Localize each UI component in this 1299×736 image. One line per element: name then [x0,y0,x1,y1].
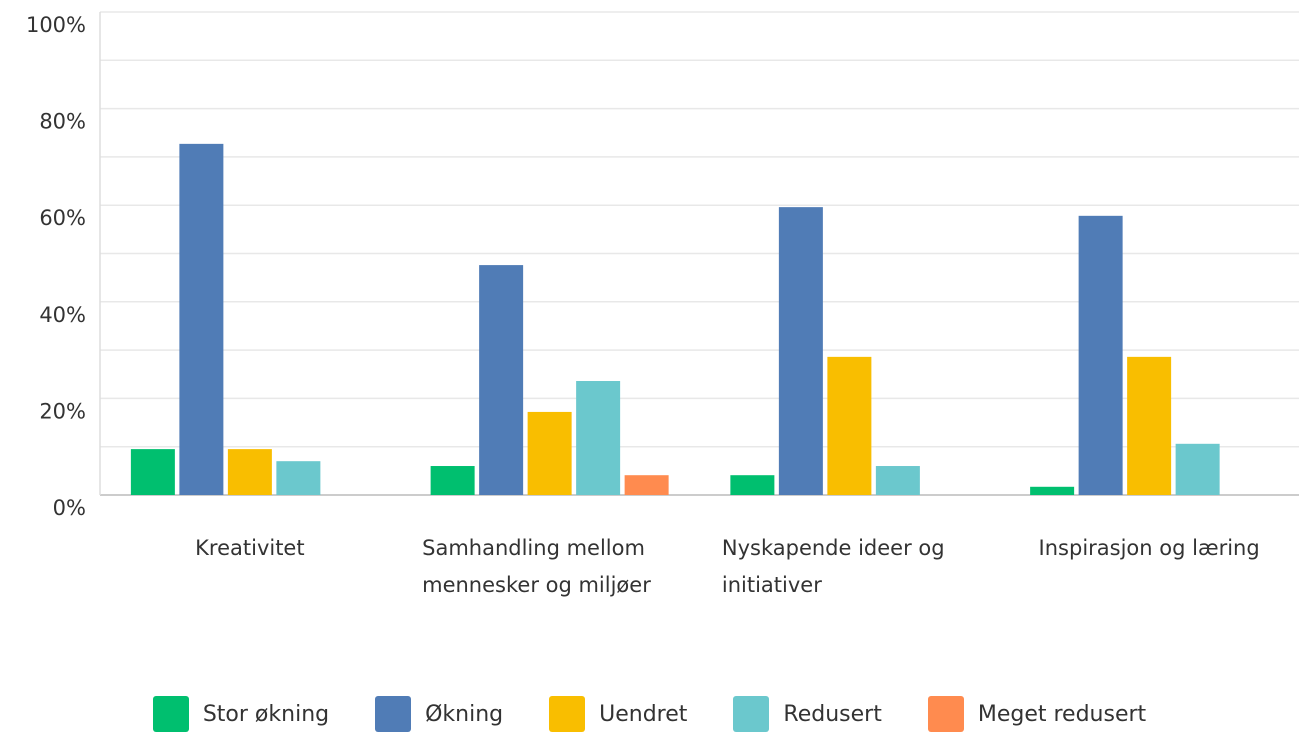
legend-swatch [733,696,770,732]
legend-label: Redusert [783,701,882,727]
bar [479,265,524,495]
y-tick-label: 100% [26,13,86,37]
bar [130,449,175,495]
bar [875,466,920,495]
legend-item: Økning [375,696,503,732]
y-tick-label: 80% [39,110,86,134]
bar [179,143,224,495]
y-tick-label: 0% [53,496,86,520]
legend-item: Meget redusert [927,696,1147,732]
y-tick-label: 40% [39,303,86,327]
legend-label: Uendret [599,701,688,727]
bar [1127,356,1172,495]
x-tick-label: Kreativitet [195,536,305,560]
y-tick-label: 60% [39,206,86,230]
bar [1175,443,1220,495]
legend-label: Økning [425,701,504,727]
bar [730,475,775,495]
x-tick-label-box: Kreativitet [110,530,390,567]
x-tick-label: Inspirasjon og læring [1038,536,1260,560]
x-tick-label-box: Nyskapende ideer og initiativer [709,530,989,604]
x-tick-label-box: Samhandling mellom mennesker og miljøer [410,530,690,604]
x-tick-label: Nyskapende ideer og initiativer [721,536,945,597]
bar [527,411,572,495]
legend-item: Redusert [733,696,882,732]
bar [227,449,272,495]
legend-swatch [549,696,586,732]
bar [430,466,475,495]
bar [624,475,669,495]
bar [778,207,823,495]
legend-item: Uendret [549,696,687,732]
legend: Stor økning Økning Uendret Redusert Meget re… [0,696,1299,732]
legend-label: Meget redusert [977,701,1147,727]
x-tick-label-box: Inspirasjon og læring [1009,530,1289,567]
legend-item: Stor økning [152,696,330,732]
bar [827,356,872,495]
x-tick-label: Samhandling mellom mennesker og miljøer [422,536,651,597]
legend-label: Stor økning [202,701,330,727]
bar [276,461,321,495]
bar [1078,215,1123,496]
legend-swatch [152,696,189,732]
y-tick-label: 20% [39,399,86,423]
legend-swatch [927,696,964,732]
bar [1030,486,1075,495]
bar [576,381,621,495]
legend-swatch [375,696,412,732]
